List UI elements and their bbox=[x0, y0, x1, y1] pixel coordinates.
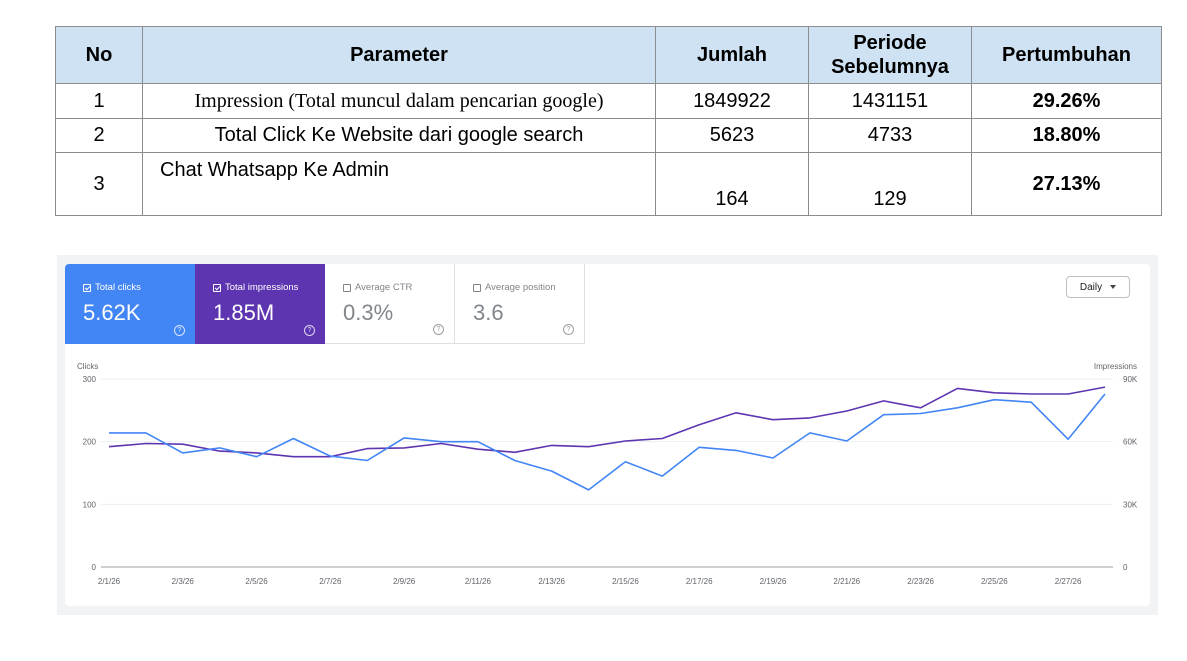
x-tick-label: 2/19/26 bbox=[760, 577, 787, 586]
metric-label: Total clicks bbox=[83, 282, 141, 293]
chart-ticks: 0 0 100 30K 200 60K 300 90K 2/1/26 2/3/26 2/5/26 2/… bbox=[83, 375, 1138, 586]
period-dropdown-label: Daily bbox=[1079, 281, 1103, 293]
row-sebelumnya: 1431151 bbox=[808, 83, 972, 119]
row-growth: 18.80% bbox=[971, 118, 1162, 153]
metric-label-text: Average position bbox=[485, 282, 556, 293]
metric-value: 1.85M bbox=[213, 300, 275, 325]
help-icon[interactable]: ? bbox=[563, 324, 574, 335]
x-tick-label: 2/5/26 bbox=[245, 577, 268, 586]
right-tick-label: 0 bbox=[1123, 563, 1128, 572]
chart-grid bbox=[101, 378, 1113, 568]
header-pertumbuhan: Pertumbuhan bbox=[971, 26, 1162, 84]
table-row: 1 Impression (Total muncul dalam pencari… bbox=[55, 83, 1162, 119]
metric-average-ctr[interactable]: Average CTR 0.3% ? bbox=[325, 264, 455, 344]
metric-total-clicks[interactable]: Total clicks 5.62K ? bbox=[65, 264, 195, 344]
x-tick-label: 2/27/26 bbox=[1055, 577, 1082, 586]
metric-value: 5.62K bbox=[83, 300, 141, 325]
performance-card: Total clicks 5.62K ? Total impressions 1… bbox=[65, 264, 1150, 606]
right-tick-label: 30K bbox=[1123, 500, 1138, 509]
x-tick-label: 2/23/26 bbox=[907, 577, 934, 586]
x-tick-label: 2/9/26 bbox=[393, 577, 416, 586]
left-tick-label: 300 bbox=[83, 375, 97, 384]
row-growth: 29.26% bbox=[971, 83, 1162, 119]
left-axis-title: Clicks bbox=[77, 362, 98, 371]
help-icon[interactable]: ? bbox=[433, 324, 444, 335]
help-icon[interactable]: ? bbox=[174, 325, 185, 336]
row-jumlah: 5623 bbox=[655, 118, 809, 153]
left-tick-label: 0 bbox=[92, 563, 97, 572]
table-row: 2 Total Click Ke Website dari google sea… bbox=[55, 118, 1162, 153]
left-tick-label: 200 bbox=[83, 438, 97, 447]
row-sebelumnya: 4733 bbox=[808, 118, 972, 153]
metric-label-text: Total impressions bbox=[225, 282, 299, 293]
series-line-total-impressions bbox=[108, 386, 1106, 458]
right-tick-label: 60K bbox=[1123, 438, 1138, 447]
metric-total-impressions[interactable]: Total impressions 1.85M ? bbox=[195, 264, 325, 344]
metric-value: 0.3% bbox=[343, 300, 394, 325]
x-tick-label: 2/1/26 bbox=[98, 577, 121, 586]
chart-series bbox=[108, 386, 1106, 491]
kpi-table: No Parameter Jumlah Periode Sebelumnya P… bbox=[55, 26, 1162, 216]
period-dropdown[interactable]: Daily bbox=[1066, 276, 1130, 298]
left-tick-label: 100 bbox=[83, 500, 97, 509]
table-row: 3 Chat Whatsapp Ke Admin 164 129 27.13% bbox=[55, 152, 1162, 216]
row-growth: 27.13% bbox=[971, 152, 1162, 216]
metric-label: Average CTR bbox=[343, 282, 412, 293]
checkbox-checked-icon[interactable] bbox=[213, 283, 221, 292]
metric-label-text: Total clicks bbox=[95, 282, 141, 293]
row-parameter: Chat Whatsapp Ke Admin bbox=[142, 152, 656, 216]
right-axis-title: Impressions bbox=[1094, 362, 1137, 371]
x-tick-label: 2/25/26 bbox=[981, 577, 1008, 586]
x-tick-label: 2/21/26 bbox=[833, 577, 860, 586]
checkbox-checked-icon[interactable] bbox=[83, 283, 91, 292]
row-jumlah: 164 bbox=[655, 152, 809, 216]
metric-value: 3.6 bbox=[473, 300, 504, 325]
metric-label: Average position bbox=[473, 282, 556, 293]
right-tick-label: 90K bbox=[1123, 375, 1138, 384]
performance-chart: Clicks Impressions 0 0 100 30K 200 60K 300 90K 2… bbox=[77, 362, 1138, 586]
row-no: 2 bbox=[55, 118, 143, 153]
row-parameter: Total Click Ke Website dari google searc… bbox=[142, 118, 656, 153]
metric-label-text: Average CTR bbox=[355, 282, 413, 293]
row-no: 3 bbox=[55, 152, 143, 216]
row-sebelumnya: 129 bbox=[808, 152, 972, 216]
x-tick-label: 2/15/26 bbox=[612, 577, 639, 586]
checkbox-unchecked-icon[interactable] bbox=[343, 283, 351, 292]
x-tick-label: 2/11/26 bbox=[465, 577, 492, 586]
x-tick-label: 2/13/26 bbox=[538, 577, 565, 586]
performance-panel: Total clicks 5.62K ? Total impressions 1… bbox=[57, 255, 1158, 615]
header-parameter: Parameter bbox=[142, 26, 656, 84]
header-jumlah: Jumlah bbox=[655, 26, 809, 84]
help-icon[interactable]: ? bbox=[304, 325, 315, 336]
table-header-row: No Parameter Jumlah Periode Sebelumnya P… bbox=[55, 26, 1162, 84]
metric-label: Total impressions bbox=[213, 282, 298, 293]
row-no: 1 bbox=[55, 83, 143, 119]
x-tick-label: 2/7/26 bbox=[319, 577, 342, 586]
header-periode-sebelumnya: Periode Sebelumnya bbox=[808, 26, 972, 84]
metric-average-position[interactable]: Average position 3.6 ? bbox=[455, 264, 585, 344]
chevron-down-icon bbox=[1110, 285, 1117, 289]
checkbox-unchecked-icon[interactable] bbox=[473, 283, 481, 292]
x-tick-label: 2/3/26 bbox=[172, 577, 195, 586]
series-line-total-clicks bbox=[109, 393, 1106, 491]
header-no: No bbox=[55, 26, 143, 84]
x-tick-label: 2/17/26 bbox=[686, 577, 713, 586]
row-jumlah: 1849922 bbox=[655, 83, 809, 119]
header-periode-text: Periode Sebelumnya bbox=[831, 32, 949, 78]
row-parameter: Impression (Total muncul dalam pencarian… bbox=[142, 83, 656, 119]
